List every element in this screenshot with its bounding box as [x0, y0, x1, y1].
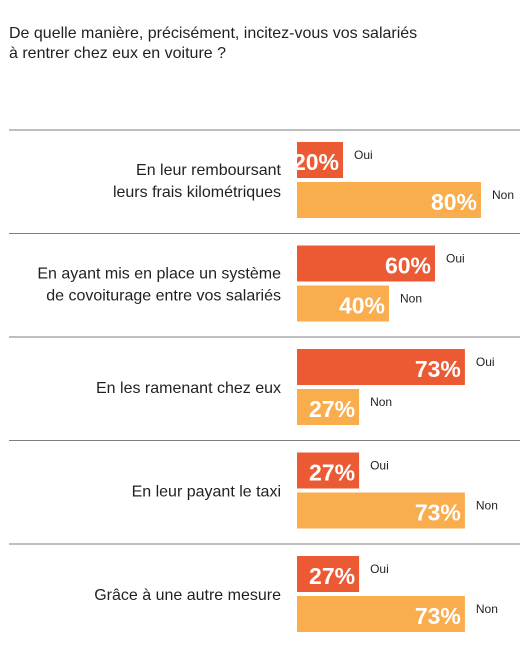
- bar-non: [297, 182, 481, 218]
- chart-title-line: à rentrer chez eux en voiture ?: [9, 45, 226, 62]
- category-label: En ayant mis en place un système: [37, 266, 281, 283]
- bar-non: [297, 596, 465, 632]
- bar-value-label: 73%: [415, 603, 461, 629]
- series-label-non: Non: [370, 395, 392, 409]
- chart-title: De quelle manière, précisément, incitez-…: [9, 25, 417, 62]
- row-dividers: [9, 129, 520, 545]
- category-label: En les ramenant chez eux: [96, 380, 281, 397]
- chart-title-line: De quelle manière, précisément, incitez-…: [9, 25, 417, 42]
- series-label-oui: Oui: [446, 252, 465, 266]
- chart-row: En leur remboursant leurs frais kilométri…: [113, 142, 514, 218]
- chart-row: Grâce à une autre mesure 27% Oui 73% Non: [94, 556, 498, 632]
- bar-value-label: 27%: [309, 396, 355, 422]
- bar-value-label: 40%: [339, 293, 385, 319]
- chart-row: En ayant mis en place un système de covoi…: [37, 245, 465, 322]
- bar-value-label: 80%: [431, 189, 477, 215]
- series-label-non: Non: [476, 602, 498, 616]
- bar-oui: [297, 349, 465, 385]
- bar-non: [297, 492, 465, 529]
- category-label: de covoiturage entre vos salariés: [46, 288, 281, 305]
- bar-oui: [297, 556, 360, 592]
- category-label: En leur remboursant: [136, 162, 282, 179]
- series-label-non: Non: [476, 499, 498, 513]
- chart-row: En les ramenant chez eux 73% Oui 27% Non: [96, 349, 495, 425]
- series-label-non: Non: [400, 292, 422, 306]
- series-label-oui: Oui: [370, 562, 389, 576]
- bar-oui: [297, 142, 343, 178]
- bar-value-label: 27%: [309, 563, 355, 589]
- bar-oui: [297, 452, 360, 489]
- category-label: leurs frais kilométriques: [113, 184, 281, 201]
- chart-row: En leur payant le taxi 27% Oui 73% Non: [132, 452, 498, 529]
- category-label: En leur payant le taxi: [132, 484, 281, 501]
- bar-non: [297, 389, 360, 425]
- series-label-non: Non: [492, 188, 514, 202]
- bar-value-label: 20%: [293, 149, 339, 175]
- category-label: Grâce à une autre mesure: [94, 587, 281, 604]
- bar-value-label: 60%: [385, 253, 431, 279]
- series-label-oui: Oui: [370, 459, 389, 473]
- bar-value-label: 73%: [415, 500, 461, 526]
- bar-oui: [297, 245, 435, 282]
- series-label-oui: Oui: [476, 355, 495, 369]
- series-label-oui: Oui: [354, 148, 373, 162]
- bar-value-label: 27%: [309, 460, 355, 486]
- bar-non: [297, 285, 389, 322]
- bar-value-label: 73%: [415, 356, 461, 382]
- chart-rows: En leur remboursant leurs frais kilométri…: [37, 142, 514, 632]
